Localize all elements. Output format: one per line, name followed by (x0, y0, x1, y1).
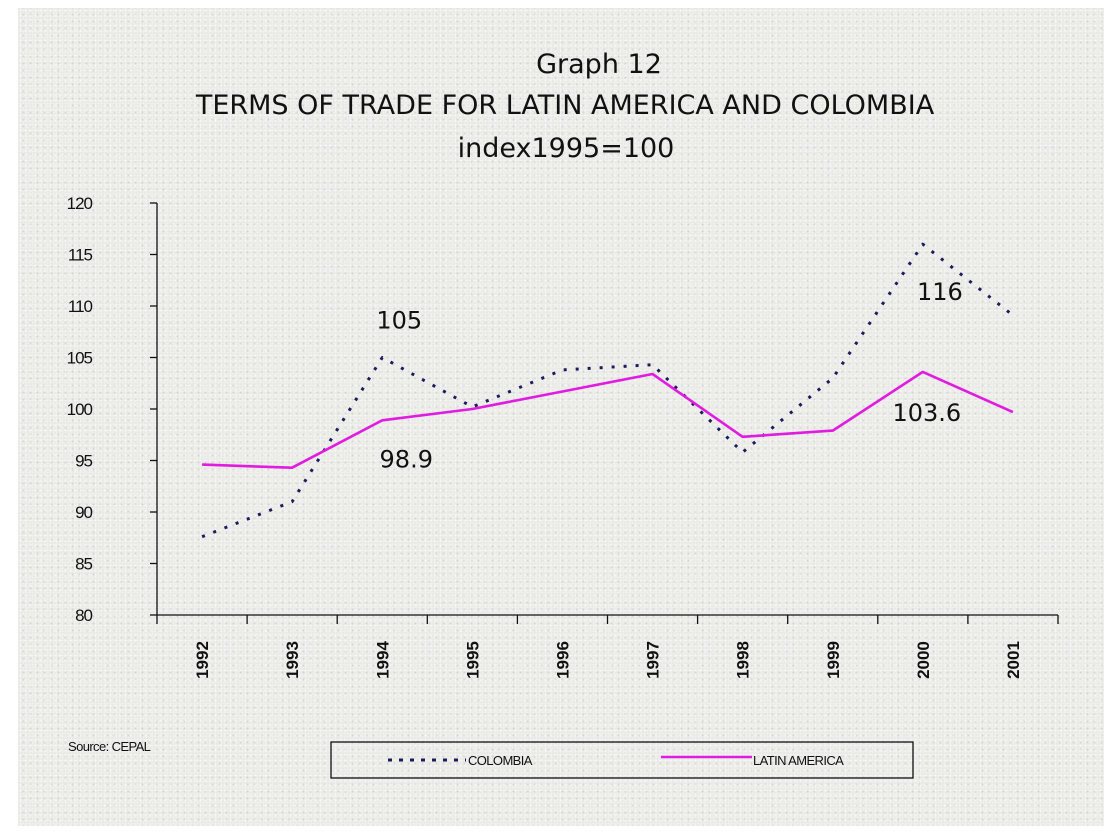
x-tick-label-1997: 1997 (644, 641, 663, 679)
y-tick-label-90: 90 (75, 503, 92, 522)
series-line-latin-america (202, 370, 1014, 470)
y-tick-label-120: 120 (67, 194, 93, 213)
data-label-latin-america-1994: 98.9 (380, 445, 433, 473)
legend-label-latin-america: LATIN AMERICA (753, 753, 844, 768)
data-label-colombia-2000: 116 (917, 278, 963, 306)
y-axis: 80 85 90 95 100 105 110 115 120 (67, 194, 158, 625)
chart-subtitle: TERMS OF TRADE FOR LATIN AMERICA AND COL… (195, 90, 935, 121)
chart-index-note: index1995=100 (458, 133, 675, 164)
data-labels: 105 98.9 116 103.6 (376, 278, 962, 473)
x-tick-label-2000: 2000 (914, 641, 933, 679)
y-tick-label-105: 105 (67, 349, 93, 368)
x-axis: 1992 1993 1994 1995 1996 1997 1998 1999 2000 2001 (156, 614, 1059, 679)
x-tick-label-1996: 1996 (553, 641, 572, 679)
y-tick-label-100: 100 (67, 400, 93, 419)
y-tick-label-80: 80 (75, 606, 92, 625)
data-label-latin-america-2000: 103.6 (892, 399, 961, 427)
x-tick-label-1994: 1994 (373, 641, 392, 679)
source-note: Source: CEPAL (68, 739, 151, 754)
x-tick-label-1995: 1995 (463, 641, 482, 679)
legend-box (330, 741, 914, 779)
x-tick-label-1998: 1998 (734, 641, 753, 679)
y-tick-label-115: 115 (68, 246, 93, 265)
chart-title: Graph 12 (536, 49, 662, 80)
y-tick-label-85: 85 (75, 555, 92, 574)
x-tick-label-1992: 1992 (193, 641, 212, 679)
legend-label-colombia: COLOMBIA (468, 753, 533, 768)
x-tick-label-1999: 1999 (824, 641, 843, 679)
x-tick-label-2001: 2001 (1004, 641, 1023, 679)
chart-background (18, 8, 1104, 826)
y-tick-label-110: 110 (68, 297, 93, 316)
series-line-colombia (201, 242, 1014, 539)
legend: COLOMBIA LATIN AMERICA (330, 741, 914, 779)
data-label-colombia-1994: 105 (376, 307, 422, 335)
y-tick-label-95: 95 (75, 452, 92, 471)
x-tick-label-1993: 1993 (283, 641, 302, 679)
series-group (201, 242, 1014, 539)
